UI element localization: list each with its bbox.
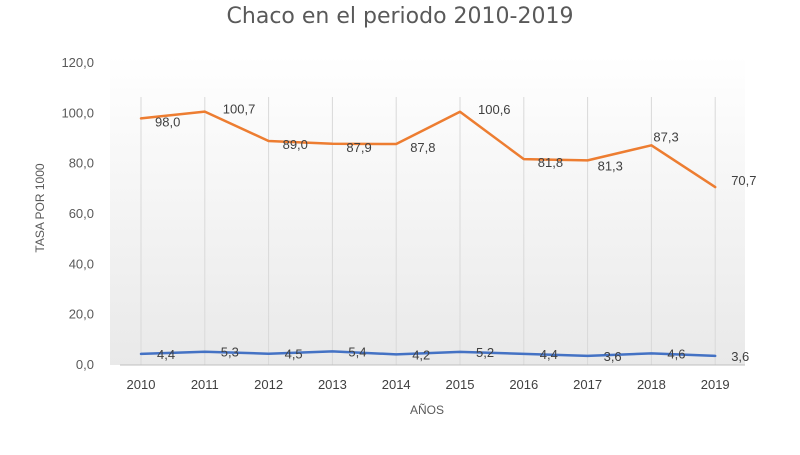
y-tick-label: 0,0 xyxy=(76,357,94,372)
y-tick-label: 100,0 xyxy=(61,105,94,120)
data-label: 4,4 xyxy=(540,347,558,362)
series-line-2 xyxy=(139,350,717,358)
x-tick-label: 2018 xyxy=(637,377,666,392)
data-label: 70,7 xyxy=(731,173,756,188)
data-label: 100,7 xyxy=(223,102,256,117)
data-label: 100,6 xyxy=(478,102,511,117)
data-label: 4,5 xyxy=(285,347,303,362)
x-tick-label: 2014 xyxy=(382,377,411,392)
y-tick-label: 20,0 xyxy=(69,307,94,322)
y-tick-label: 40,0 xyxy=(69,256,94,271)
data-label: 87,9 xyxy=(346,140,371,155)
x-tick-label: 2013 xyxy=(318,377,347,392)
data-label: 89,0 xyxy=(283,137,308,152)
data-label: 87,8 xyxy=(410,140,435,155)
x-tick-label: 2015 xyxy=(446,377,475,392)
axes: 0,0 20,0 40,0 60,0 80,0 100,0 120,0 2010 2011 201… xyxy=(61,55,745,392)
x-tick-label: 2012 xyxy=(254,377,283,392)
x-axis-title: AÑOS xyxy=(410,403,444,417)
data-label: 5,4 xyxy=(348,344,366,359)
x-tick-label: 2011 xyxy=(191,377,219,392)
data-label: 4,6 xyxy=(667,346,685,361)
data-label: 3,6 xyxy=(731,349,749,364)
data-label: 4,2 xyxy=(412,347,430,362)
y-axis-title: TASA POR 1000 xyxy=(33,163,47,252)
series xyxy=(139,110,717,358)
data-label: 81,3 xyxy=(598,158,623,173)
y-tick-label: 120,0 xyxy=(61,55,94,70)
series-line-1 xyxy=(139,110,717,189)
data-label: 3,6 xyxy=(604,349,622,364)
data-label: 87,3 xyxy=(653,129,678,144)
x-tick-label: 2016 xyxy=(509,377,538,392)
plot-area xyxy=(110,55,745,365)
data-label: 5,2 xyxy=(476,345,494,360)
data-label: 5,3 xyxy=(221,345,239,360)
x-tick-label: 2019 xyxy=(701,377,730,392)
x-tick-label: 2010 xyxy=(127,377,156,392)
y-tick-label: 80,0 xyxy=(69,156,94,171)
data-label: 98,0 xyxy=(155,114,180,129)
y-tick-label: 60,0 xyxy=(69,206,94,221)
data-label: 81,8 xyxy=(538,155,563,170)
data-labels: 98,0 100,7 89,0 87,9 87,8 100,6 81,8 81,3 87,3 70… xyxy=(155,102,757,364)
data-label: 4,4 xyxy=(157,347,175,362)
x-tick-label: 2017 xyxy=(573,377,602,392)
chart-title: Chaco en el periodo 2010-2019 xyxy=(226,4,574,29)
